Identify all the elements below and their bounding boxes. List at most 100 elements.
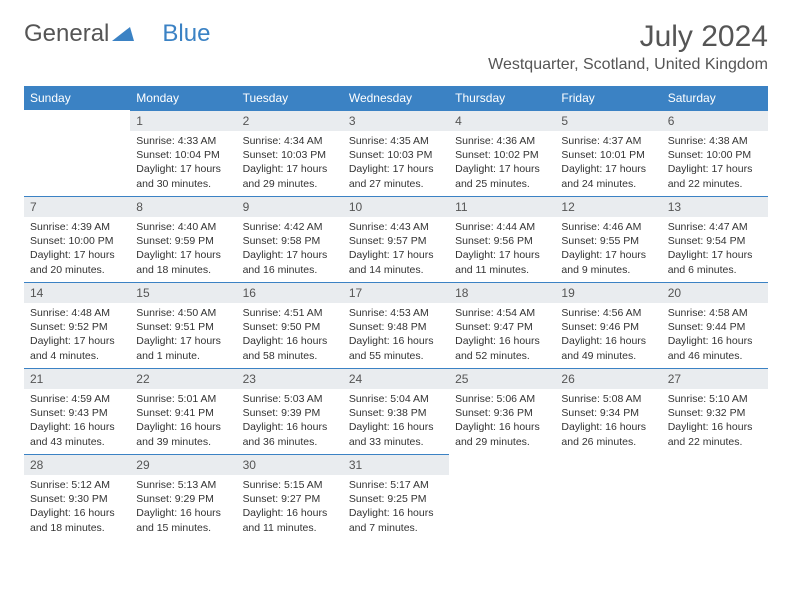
calendar-day-cell: 28Sunrise: 5:12 AMSunset: 9:30 PMDayligh… bbox=[24, 454, 130, 540]
calendar-week-row: 14Sunrise: 4:48 AMSunset: 9:52 PMDayligh… bbox=[24, 282, 768, 368]
calendar-empty-cell bbox=[24, 110, 130, 196]
calendar-header-row: SundayMondayTuesdayWednesdayThursdayFrid… bbox=[24, 86, 768, 110]
calendar-day-cell: 3Sunrise: 4:35 AMSunset: 10:03 PMDayligh… bbox=[343, 110, 449, 196]
day-details: Sunrise: 5:17 AMSunset: 9:25 PMDaylight:… bbox=[343, 475, 449, 539]
calendar-day-cell: 15Sunrise: 4:50 AMSunset: 9:51 PMDayligh… bbox=[130, 282, 236, 368]
calendar-empty-cell bbox=[449, 454, 555, 540]
day-number: 30 bbox=[237, 454, 343, 475]
month-title: July 2024 bbox=[488, 20, 768, 54]
day-details: Sunrise: 4:37 AMSunset: 10:01 PMDaylight… bbox=[555, 131, 661, 195]
day-details: Sunrise: 5:13 AMSunset: 9:29 PMDaylight:… bbox=[130, 475, 236, 539]
day-details: Sunrise: 4:51 AMSunset: 9:50 PMDaylight:… bbox=[237, 303, 343, 367]
day-details: Sunrise: 4:58 AMSunset: 9:44 PMDaylight:… bbox=[662, 303, 768, 367]
day-details: Sunrise: 5:10 AMSunset: 9:32 PMDaylight:… bbox=[662, 389, 768, 453]
day-header: Thursday bbox=[449, 86, 555, 110]
day-number: 29 bbox=[130, 454, 236, 475]
day-details: Sunrise: 5:04 AMSunset: 9:38 PMDaylight:… bbox=[343, 389, 449, 453]
day-number: 8 bbox=[130, 196, 236, 217]
day-number: 23 bbox=[237, 368, 343, 389]
calendar-day-cell: 22Sunrise: 5:01 AMSunset: 9:41 PMDayligh… bbox=[130, 368, 236, 454]
day-header: Monday bbox=[130, 86, 236, 110]
logo-text-1: General bbox=[24, 20, 109, 48]
day-details: Sunrise: 4:43 AMSunset: 9:57 PMDaylight:… bbox=[343, 217, 449, 281]
calendar-day-cell: 13Sunrise: 4:47 AMSunset: 9:54 PMDayligh… bbox=[662, 196, 768, 282]
day-number: 15 bbox=[130, 282, 236, 303]
day-number: 18 bbox=[449, 282, 555, 303]
day-number: 6 bbox=[662, 110, 768, 131]
day-details: Sunrise: 4:38 AMSunset: 10:00 PMDaylight… bbox=[662, 131, 768, 195]
day-details: Sunrise: 4:59 AMSunset: 9:43 PMDaylight:… bbox=[24, 389, 130, 453]
day-number: 22 bbox=[130, 368, 236, 389]
day-header: Sunday bbox=[24, 86, 130, 110]
day-number: 25 bbox=[449, 368, 555, 389]
day-details: Sunrise: 4:33 AMSunset: 10:04 PMDaylight… bbox=[130, 131, 236, 195]
day-details: Sunrise: 4:56 AMSunset: 9:46 PMDaylight:… bbox=[555, 303, 661, 367]
calendar-day-cell: 27Sunrise: 5:10 AMSunset: 9:32 PMDayligh… bbox=[662, 368, 768, 454]
calendar-day-cell: 2Sunrise: 4:34 AMSunset: 10:03 PMDayligh… bbox=[237, 110, 343, 196]
day-number: 28 bbox=[24, 454, 130, 475]
day-number: 21 bbox=[24, 368, 130, 389]
day-number: 24 bbox=[343, 368, 449, 389]
calendar-day-cell: 10Sunrise: 4:43 AMSunset: 9:57 PMDayligh… bbox=[343, 196, 449, 282]
day-header: Saturday bbox=[662, 86, 768, 110]
day-number: 11 bbox=[449, 196, 555, 217]
calendar-day-cell: 24Sunrise: 5:04 AMSunset: 9:38 PMDayligh… bbox=[343, 368, 449, 454]
day-details: Sunrise: 5:08 AMSunset: 9:34 PMDaylight:… bbox=[555, 389, 661, 453]
day-number: 5 bbox=[555, 110, 661, 131]
day-number: 19 bbox=[555, 282, 661, 303]
day-details: Sunrise: 4:54 AMSunset: 9:47 PMDaylight:… bbox=[449, 303, 555, 367]
header: General Blue July 2024 Westquarter, Scot… bbox=[24, 20, 768, 74]
logo-text-2: Blue bbox=[162, 20, 210, 48]
day-details: Sunrise: 4:47 AMSunset: 9:54 PMDaylight:… bbox=[662, 217, 768, 281]
day-details: Sunrise: 5:06 AMSunset: 9:36 PMDaylight:… bbox=[449, 389, 555, 453]
calendar-day-cell: 6Sunrise: 4:38 AMSunset: 10:00 PMDayligh… bbox=[662, 110, 768, 196]
day-number: 20 bbox=[662, 282, 768, 303]
calendar-day-cell: 11Sunrise: 4:44 AMSunset: 9:56 PMDayligh… bbox=[449, 196, 555, 282]
day-number: 17 bbox=[343, 282, 449, 303]
calendar-day-cell: 8Sunrise: 4:40 AMSunset: 9:59 PMDaylight… bbox=[130, 196, 236, 282]
calendar-day-cell: 5Sunrise: 4:37 AMSunset: 10:01 PMDayligh… bbox=[555, 110, 661, 196]
calendar-day-cell: 12Sunrise: 4:46 AMSunset: 9:55 PMDayligh… bbox=[555, 196, 661, 282]
day-number: 2 bbox=[237, 110, 343, 131]
day-details: Sunrise: 4:44 AMSunset: 9:56 PMDaylight:… bbox=[449, 217, 555, 281]
day-number: 31 bbox=[343, 454, 449, 475]
day-number: 13 bbox=[662, 196, 768, 217]
calendar-empty-cell bbox=[662, 454, 768, 540]
day-details: Sunrise: 4:42 AMSunset: 9:58 PMDaylight:… bbox=[237, 217, 343, 281]
day-number: 10 bbox=[343, 196, 449, 217]
day-number: 9 bbox=[237, 196, 343, 217]
calendar-day-cell: 31Sunrise: 5:17 AMSunset: 9:25 PMDayligh… bbox=[343, 454, 449, 540]
calendar-day-cell: 9Sunrise: 4:42 AMSunset: 9:58 PMDaylight… bbox=[237, 196, 343, 282]
title-block: July 2024 Westquarter, Scotland, United … bbox=[488, 20, 768, 74]
calendar-table: SundayMondayTuesdayWednesdayThursdayFrid… bbox=[24, 86, 768, 540]
day-details: Sunrise: 5:03 AMSunset: 9:39 PMDaylight:… bbox=[237, 389, 343, 453]
calendar-day-cell: 14Sunrise: 4:48 AMSunset: 9:52 PMDayligh… bbox=[24, 282, 130, 368]
calendar-day-cell: 29Sunrise: 5:13 AMSunset: 9:29 PMDayligh… bbox=[130, 454, 236, 540]
calendar-body: 1Sunrise: 4:33 AMSunset: 10:04 PMDayligh… bbox=[24, 110, 768, 540]
calendar-day-cell: 4Sunrise: 4:36 AMSunset: 10:02 PMDayligh… bbox=[449, 110, 555, 196]
day-number: 27 bbox=[662, 368, 768, 389]
calendar-week-row: 7Sunrise: 4:39 AMSunset: 10:00 PMDayligh… bbox=[24, 196, 768, 282]
calendar-week-row: 21Sunrise: 4:59 AMSunset: 9:43 PMDayligh… bbox=[24, 368, 768, 454]
day-details: Sunrise: 4:53 AMSunset: 9:48 PMDaylight:… bbox=[343, 303, 449, 367]
day-number: 4 bbox=[449, 110, 555, 131]
day-header: Friday bbox=[555, 86, 661, 110]
day-header: Wednesday bbox=[343, 86, 449, 110]
day-details: Sunrise: 4:48 AMSunset: 9:52 PMDaylight:… bbox=[24, 303, 130, 367]
calendar-day-cell: 21Sunrise: 4:59 AMSunset: 9:43 PMDayligh… bbox=[24, 368, 130, 454]
calendar-day-cell: 23Sunrise: 5:03 AMSunset: 9:39 PMDayligh… bbox=[237, 368, 343, 454]
day-details: Sunrise: 4:39 AMSunset: 10:00 PMDaylight… bbox=[24, 217, 130, 281]
day-number: 3 bbox=[343, 110, 449, 131]
calendar-day-cell: 7Sunrise: 4:39 AMSunset: 10:00 PMDayligh… bbox=[24, 196, 130, 282]
calendar-empty-cell bbox=[555, 454, 661, 540]
calendar-day-cell: 26Sunrise: 5:08 AMSunset: 9:34 PMDayligh… bbox=[555, 368, 661, 454]
calendar-day-cell: 20Sunrise: 4:58 AMSunset: 9:44 PMDayligh… bbox=[662, 282, 768, 368]
logo: General Blue bbox=[24, 20, 210, 48]
day-details: Sunrise: 4:36 AMSunset: 10:02 PMDaylight… bbox=[449, 131, 555, 195]
calendar-day-cell: 30Sunrise: 5:15 AMSunset: 9:27 PMDayligh… bbox=[237, 454, 343, 540]
calendar-day-cell: 18Sunrise: 4:54 AMSunset: 9:47 PMDayligh… bbox=[449, 282, 555, 368]
calendar-day-cell: 25Sunrise: 5:06 AMSunset: 9:36 PMDayligh… bbox=[449, 368, 555, 454]
logo-triangle-icon bbox=[112, 20, 134, 48]
calendar-day-cell: 1Sunrise: 4:33 AMSunset: 10:04 PMDayligh… bbox=[130, 110, 236, 196]
day-details: Sunrise: 4:40 AMSunset: 9:59 PMDaylight:… bbox=[130, 217, 236, 281]
